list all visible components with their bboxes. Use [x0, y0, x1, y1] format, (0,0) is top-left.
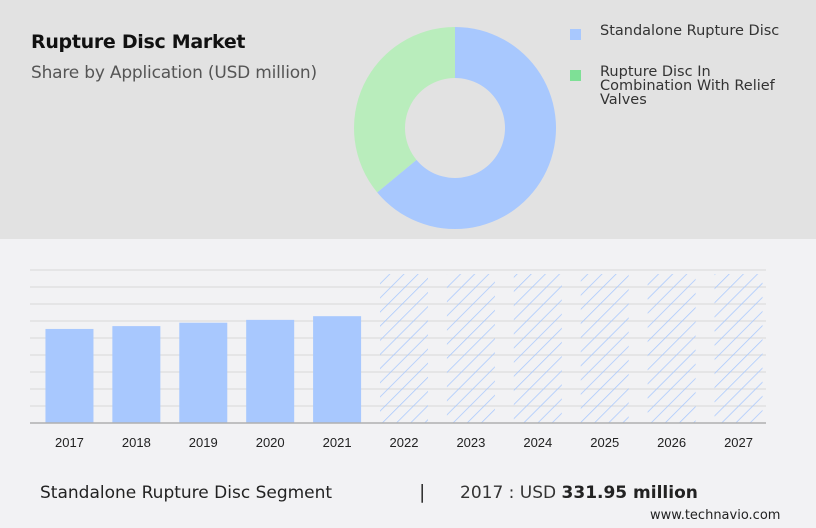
- legend-label: Standalone Rupture Disc: [600, 23, 780, 39]
- forecast-bar-2023: [446, 274, 495, 423]
- forecast-bar-2026: [647, 274, 696, 423]
- legend-item-standalone: Standalone Rupture Disc: [570, 23, 800, 40]
- page-title: Rupture Disc Market: [31, 31, 246, 53]
- x-tick-label: 2024: [523, 435, 552, 450]
- legend: Standalone Rupture Disc Rupture Disc In …: [570, 24, 800, 107]
- x-tick-label: 2019: [189, 435, 218, 450]
- donut-slice: [354, 27, 455, 193]
- forecast-bar-2025: [580, 274, 629, 423]
- bar-2020: [246, 319, 295, 423]
- site-url: www.technavio.com: [650, 508, 781, 523]
- donut-slice: [377, 27, 556, 230]
- segment-value: 2017 : USD 331.95 million: [460, 483, 698, 503]
- x-tick-label: 2027: [724, 435, 753, 450]
- bar-2018: [112, 326, 161, 423]
- forecast-bar-2022: [380, 274, 428, 423]
- forecast-bar-2027: [714, 274, 763, 423]
- value-amount: 331.95 million: [561, 483, 698, 503]
- header-panel: Rupture Disc Market Share by Application…: [0, 0, 816, 239]
- legend-swatch-green: [570, 70, 581, 81]
- bar-2019: [179, 322, 228, 423]
- legend-swatch-blue: [570, 29, 581, 40]
- x-tick-label: 2017: [55, 435, 84, 450]
- bar-2017: [45, 328, 94, 423]
- donut-chart: [354, 27, 556, 230]
- x-tick-label: 2021: [323, 435, 352, 450]
- bar-2021: [313, 316, 362, 423]
- x-tick-label: 2026: [657, 435, 686, 450]
- legend-label: Rupture Disc In Combination With Relief …: [600, 64, 775, 108]
- legend-item-combination: Rupture Disc In Combination With Relief …: [570, 65, 800, 107]
- x-tick-label: 2023: [456, 435, 485, 450]
- footer-separator: |: [419, 481, 426, 503]
- page-subtitle: Share by Application (USD million): [31, 63, 317, 83]
- x-tick-label: 2022: [390, 435, 419, 450]
- x-tick-label: 2025: [590, 435, 619, 450]
- year-label: 2017 : USD: [460, 483, 562, 503]
- segment-label: Standalone Rupture Disc Segment: [40, 483, 333, 503]
- x-tick-label: 2018: [122, 435, 151, 450]
- bar-chart: 2017 2018 2019 2020 2021 2022 2023 2024 2025 2026…: [30, 269, 766, 450]
- forecast-bar-2024: [513, 274, 562, 423]
- x-tick-label: 2020: [256, 435, 285, 450]
